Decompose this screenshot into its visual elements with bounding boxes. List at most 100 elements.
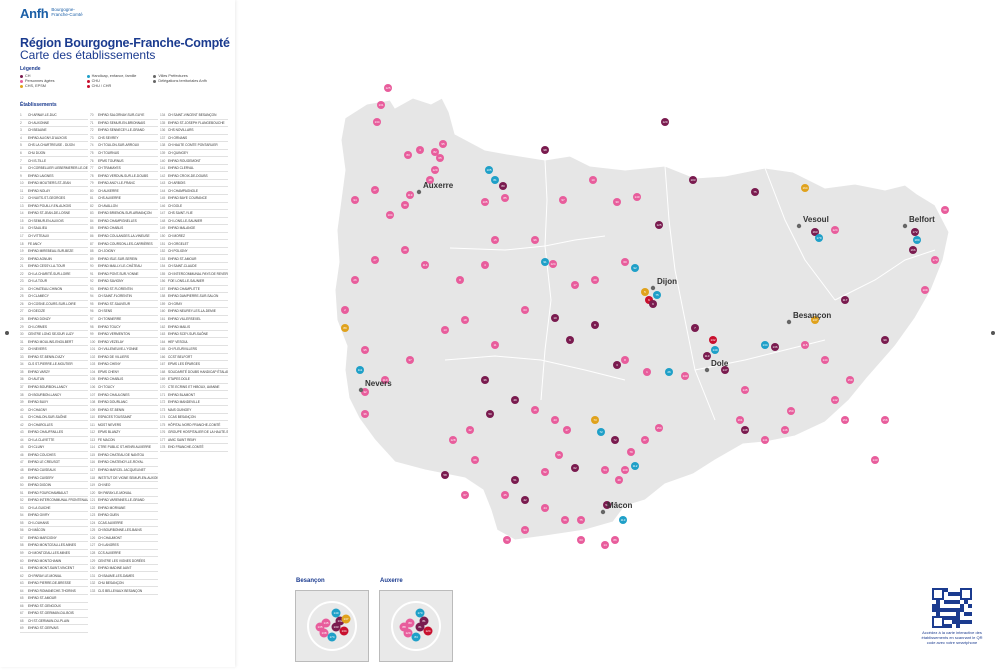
list-item[interactable]: 6 CHU DIJON [20, 150, 88, 158]
list-item[interactable]: 72 EHPAD SENNECEY-LE-GRAND [90, 127, 158, 135]
list-item[interactable]: 55 CH LOUHANS [20, 520, 88, 528]
list-item[interactable]: 101 CH VILLENEUVE-L'YONNE [90, 346, 158, 354]
establishment-marker[interactable]: 137 [811, 316, 819, 324]
establishment-marker[interactable]: 79 [627, 448, 635, 456]
list-item[interactable]: 123 EHPAD GUEN [90, 512, 158, 520]
establishment-marker[interactable]: 67 [461, 491, 469, 499]
establishment-marker[interactable]: 42 [466, 426, 474, 434]
region-map[interactable]: 125 131 134 95 82 65 120 48 4 83 94 27 104 39 119 105 81… [245, 0, 1000, 667]
list-item[interactable]: 57 EHPAD MARCIGNY [20, 535, 88, 543]
list-item[interactable]: 97 CH TONNERRE [90, 316, 158, 324]
establishment-marker[interactable]: 58 [441, 471, 449, 479]
list-item[interactable]: 98 EHPAD TOUCY [90, 323, 158, 331]
establishment-marker[interactable]: 140 [633, 193, 641, 201]
establishment-marker[interactable]: 131 [377, 101, 385, 109]
establishment-marker[interactable]: 89 [341, 324, 349, 332]
list-item[interactable]: 145 EHPAD BAYE COURANCE [160, 195, 228, 203]
list-item[interactable]: 96 CH SENS [90, 308, 158, 316]
establishment-marker[interactable]: 3 [613, 361, 621, 369]
list-item[interactable]: 158 EHPAD DAMPIERRE-SUR-SALON [160, 293, 228, 301]
establishment-marker[interactable]: 83 [404, 151, 412, 159]
establishment-marker[interactable]: 140 [711, 346, 719, 354]
establishment-marker[interactable]: 55 [555, 451, 563, 459]
establishment-marker[interactable]: 86 [611, 536, 619, 544]
list-item[interactable]: 38 CH BOURBON-LANCY [20, 391, 88, 399]
list-item[interactable]: 77 CH TRAMAYES [90, 165, 158, 173]
establishment-marker[interactable]: 63 [521, 306, 529, 314]
establishment-marker[interactable]: 114 [421, 261, 429, 269]
list-item[interactable]: 133 CLS BELLEVAUX BESANÇON [90, 587, 158, 595]
list-item[interactable]: 99 EHPAD VERMENTON [90, 331, 158, 339]
list-item[interactable]: 65 EHPAD ST-AMOUR [20, 595, 88, 603]
establishment-marker[interactable]: 39 [401, 201, 409, 209]
list-item[interactable]: 63 EHPAD PIERRE-DE-BRESSE [20, 580, 88, 588]
establishment-marker[interactable]: 75 [751, 188, 759, 196]
list-item[interactable]: 166 CCST BELFORT [160, 354, 228, 362]
list-item[interactable]: 122 EHPAD MORVANE [90, 504, 158, 512]
list-item[interactable]: 33 EHPAD ST-BENIN-D'AZY [20, 354, 88, 362]
establishment-marker[interactable]: 60 [621, 258, 629, 266]
list-item[interactable]: 144 CH CHAMPAGNOLE [160, 187, 228, 196]
establishment-marker[interactable]: 9 [649, 300, 657, 308]
list-item[interactable]: 114 CTRE PUBLIC ST-HENRI AUXERRE [90, 444, 158, 452]
list-item[interactable]: 15 CH SEMUR-EN-AUXOIS [20, 218, 88, 226]
anfh-logo[interactable]: Anfh Bourgogne- Franche-Comté [20, 6, 83, 21]
list-item[interactable]: 121 EHPAD VARENNES-LE-GRAND [90, 497, 158, 505]
establishment-marker[interactable]: 159 [846, 376, 854, 384]
establishment-marker[interactable]: 17 [571, 281, 579, 289]
establishment-marker[interactable]: 128 [449, 436, 457, 444]
establishment-marker[interactable]: 49 [511, 396, 519, 404]
list-item[interactable]: 163 EHPAD SCEY-SUR-SAÔNE [160, 331, 228, 339]
establishment-marker[interactable]: 105 [481, 198, 489, 206]
establishment-marker[interactable]: 47 [563, 426, 571, 434]
list-item[interactable]: 105 EHPAD CHABLIS [90, 376, 158, 384]
list-item[interactable]: 27 CH DECIZE [20, 308, 88, 316]
establishment-marker[interactable]: 75 [577, 516, 585, 524]
list-item[interactable]: 109 EHPAD ST-BENIN [90, 406, 158, 414]
list-item[interactable]: 138 CH HAUTE COMTE PONTARLIER [160, 142, 228, 150]
list-item[interactable]: 100 EHPAD VEZELAY [90, 338, 158, 346]
establishment-marker[interactable]: 62 [571, 464, 579, 472]
list-item[interactable]: 41 CH CHALON-SUR-SAÔNE [20, 414, 88, 422]
establishment-marker[interactable]: 99 [881, 336, 889, 344]
list-item[interactable]: 26 CH COSNE-COURS-SUR-LOIRE [20, 301, 88, 309]
establishment-marker[interactable]: 142 [831, 396, 839, 404]
list-item[interactable]: 95 EHPAD ST-SAUVEUR [90, 301, 158, 309]
qr-code[interactable] [932, 588, 972, 628]
establishment-marker[interactable]: 134 [761, 341, 769, 349]
list-item[interactable]: 73 CHS SEVREY [90, 135, 158, 143]
list-item[interactable]: 102 EHPAD DE VILLIERS [90, 354, 158, 362]
establishment-marker[interactable]: 109 [921, 286, 929, 294]
establishment-marker[interactable]: 82 [431, 148, 439, 156]
establishment-marker[interactable]: 124 [831, 226, 839, 234]
establishment-marker[interactable]: 120 [431, 166, 439, 174]
establishment-marker[interactable]: 56 [561, 516, 569, 524]
establishment-marker[interactable]: 173 [931, 256, 939, 264]
list-item[interactable]: 24 CH CHATEAU-CHINON [20, 286, 88, 294]
establishment-marker[interactable]: 72 [597, 428, 605, 436]
establishment-marker[interactable]: 104 [386, 211, 394, 219]
list-item[interactable]: 88 CH JOIGNY [90, 248, 158, 256]
establishment-marker[interactable]: 80 [499, 182, 507, 190]
establishment-markers[interactable]: 1251311349582651204848394271043911910581… [341, 84, 949, 549]
list-item[interactable]: 136 CHS NOVILLARS [160, 127, 228, 135]
establishment-marker[interactable]: 36 [481, 376, 489, 384]
list-item[interactable]: 66 EHPAD ST-GENGOUX [20, 603, 88, 611]
list-item[interactable]: 125 CH BOURBONNE-LES-BAINS [90, 527, 158, 535]
list-item[interactable]: 83 EHPAD BRIENON-SUR-ARMANÇON [90, 210, 158, 218]
list-item[interactable]: 110 ESPACES TOUSSAINT [90, 414, 158, 422]
list-item[interactable]: 134 CH SAINT-VINCENT BESANÇON [160, 112, 228, 120]
establishment-marker[interactable]: 96 [531, 236, 539, 244]
establishment-marker[interactable]: 161 [736, 416, 744, 424]
list-item[interactable]: 116 EHPAD CHATENOY-LE-ROYAL [90, 459, 158, 467]
establishment-marker[interactable]: 54 [603, 501, 611, 509]
list-item[interactable]: 82 CH AVALLON [90, 203, 158, 211]
establishment-marker[interactable]: 10 [589, 176, 597, 184]
establishment-marker[interactable]: 87 [641, 436, 649, 444]
establishment-marker[interactable]: 113 [619, 516, 627, 524]
list-item[interactable]: 18 FE ANCY [20, 240, 88, 248]
list-item[interactable]: 173 MAIS GUINGEY [160, 406, 228, 414]
list-item[interactable]: 47 EHPAD LE CREUSOT [20, 459, 88, 467]
establishment-marker[interactable]: 147 [721, 366, 729, 374]
inset-marker[interactable] [423, 626, 433, 636]
